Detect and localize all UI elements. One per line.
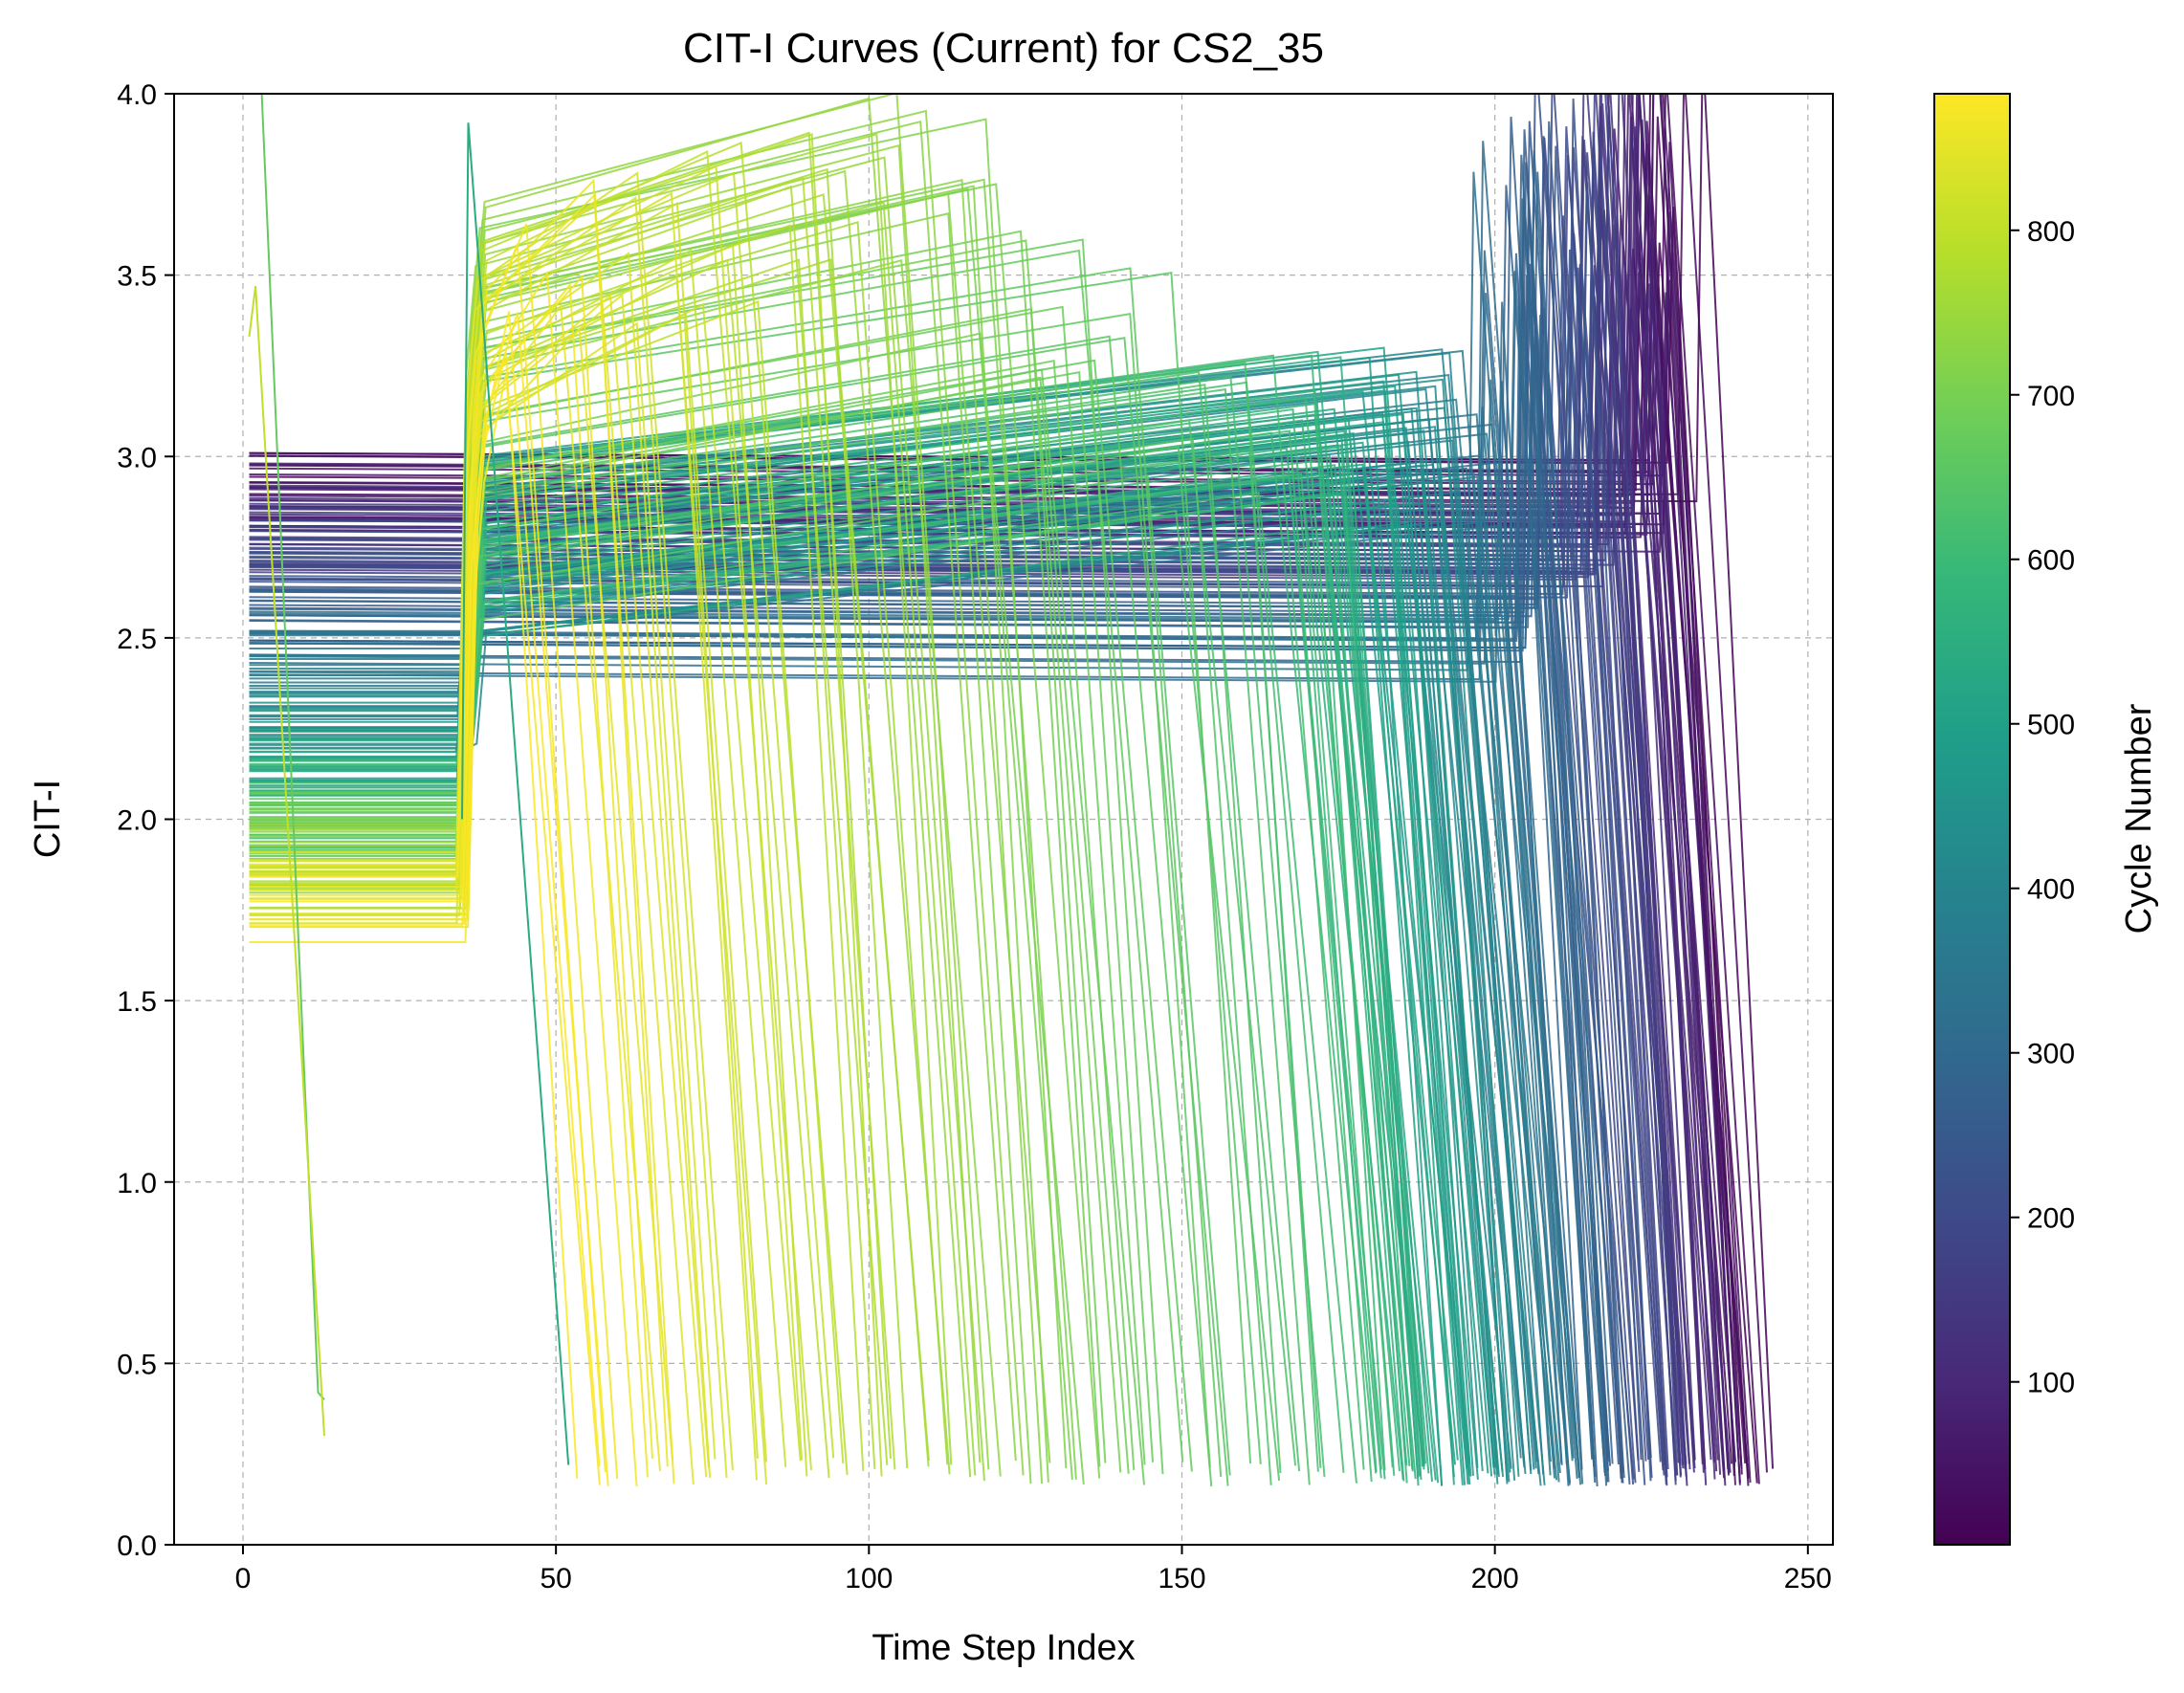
cycle-curve	[249, 267, 1685, 1469]
colorbar-tick-label: 700	[2027, 381, 2075, 412]
x-tick-label: 250	[1784, 1563, 1832, 1594]
outlier-curve	[248, 285, 325, 1437]
x-tick-label: 200	[1471, 1563, 1519, 1594]
x-tick-label: 150	[1158, 1563, 1205, 1594]
y-tick-label: 4.0	[117, 79, 157, 111]
cycle-curve	[249, 150, 1614, 1464]
cycle-curve	[249, 311, 601, 1467]
cycle-curve	[249, 492, 1357, 1484]
y-tick-label: 0.5	[117, 1349, 157, 1380]
cycle-curve	[249, 379, 1571, 1485]
y-tick-label: 2.5	[117, 624, 157, 655]
colorbar-tick-label: 100	[2027, 1368, 2075, 1399]
colorbar-tick-label: 300	[2027, 1039, 2075, 1070]
outlier-curve	[461, 122, 570, 1465]
cycle-curve	[249, 199, 695, 1485]
x-axis-label: Time Step Index	[871, 1628, 1135, 1668]
cycle-curve	[249, 283, 1716, 1480]
cycle-curve	[249, 141, 1584, 1484]
cycle-curve	[249, 192, 669, 1467]
colorbar-tick-label: 200	[2027, 1203, 2075, 1235]
y-tick-label: 2.0	[117, 805, 157, 837]
cycle-curve	[249, 275, 653, 1460]
colorbar-tick-label: 600	[2027, 545, 2075, 577]
cycle-curve	[249, 196, 728, 1479]
cycle-curve	[249, 315, 1608, 1486]
colorbar-tick-label: 500	[2027, 710, 2075, 741]
x-axis: 0 50 100 150 200 250	[235, 1545, 1832, 1594]
y-tick-label: 3.0	[117, 442, 157, 473]
cycle-curve	[249, 270, 638, 1486]
cycle-curve	[249, 133, 953, 1465]
cycle-curve	[249, 326, 673, 1460]
y-tick-label: 0.0	[117, 1530, 157, 1562]
cycle-curve	[249, 243, 607, 1472]
colorbar-label: Cycle Number	[2119, 703, 2159, 934]
x-tick-label: 100	[845, 1563, 893, 1594]
cycle-curve	[249, 373, 601, 1485]
cycle-curve	[249, 223, 619, 1480]
y-axis-label: CIT-I	[28, 780, 68, 858]
cycle-curve	[249, 133, 883, 1477]
x-tick-label: 50	[540, 1563, 571, 1594]
colorbar-frame	[1933, 93, 2011, 1546]
colorbar-ticks: 100 200 300 400 500 600 700 800	[2010, 216, 2075, 1399]
curves	[248, 94, 1775, 1487]
y-tick-label: 3.5	[117, 261, 157, 293]
chart-title: CIT-I Curves (Current) for CS2_35	[683, 25, 1324, 72]
cycle-curve	[249, 271, 1594, 1459]
cycle-curve	[249, 351, 579, 1479]
cycle-curve	[249, 233, 1662, 1462]
cycle-curve	[249, 282, 649, 1478]
colorbar	[1934, 94, 2010, 1545]
y-tick-label: 1.0	[117, 1168, 157, 1199]
cycle-curve	[249, 118, 1068, 1469]
colorbar-tick-label: 400	[2027, 874, 2075, 906]
y-axis: 0.0 0.5 1.0 1.5 2.0 2.5 3.0 3.5 4.0	[117, 79, 174, 1562]
colorbar-tick-label: 800	[2027, 216, 2075, 248]
x-tick-label: 0	[235, 1563, 252, 1594]
cycle-curve	[249, 321, 1594, 1460]
y-tick-label: 1.5	[117, 986, 157, 1018]
cycle-curve	[249, 406, 1563, 1464]
